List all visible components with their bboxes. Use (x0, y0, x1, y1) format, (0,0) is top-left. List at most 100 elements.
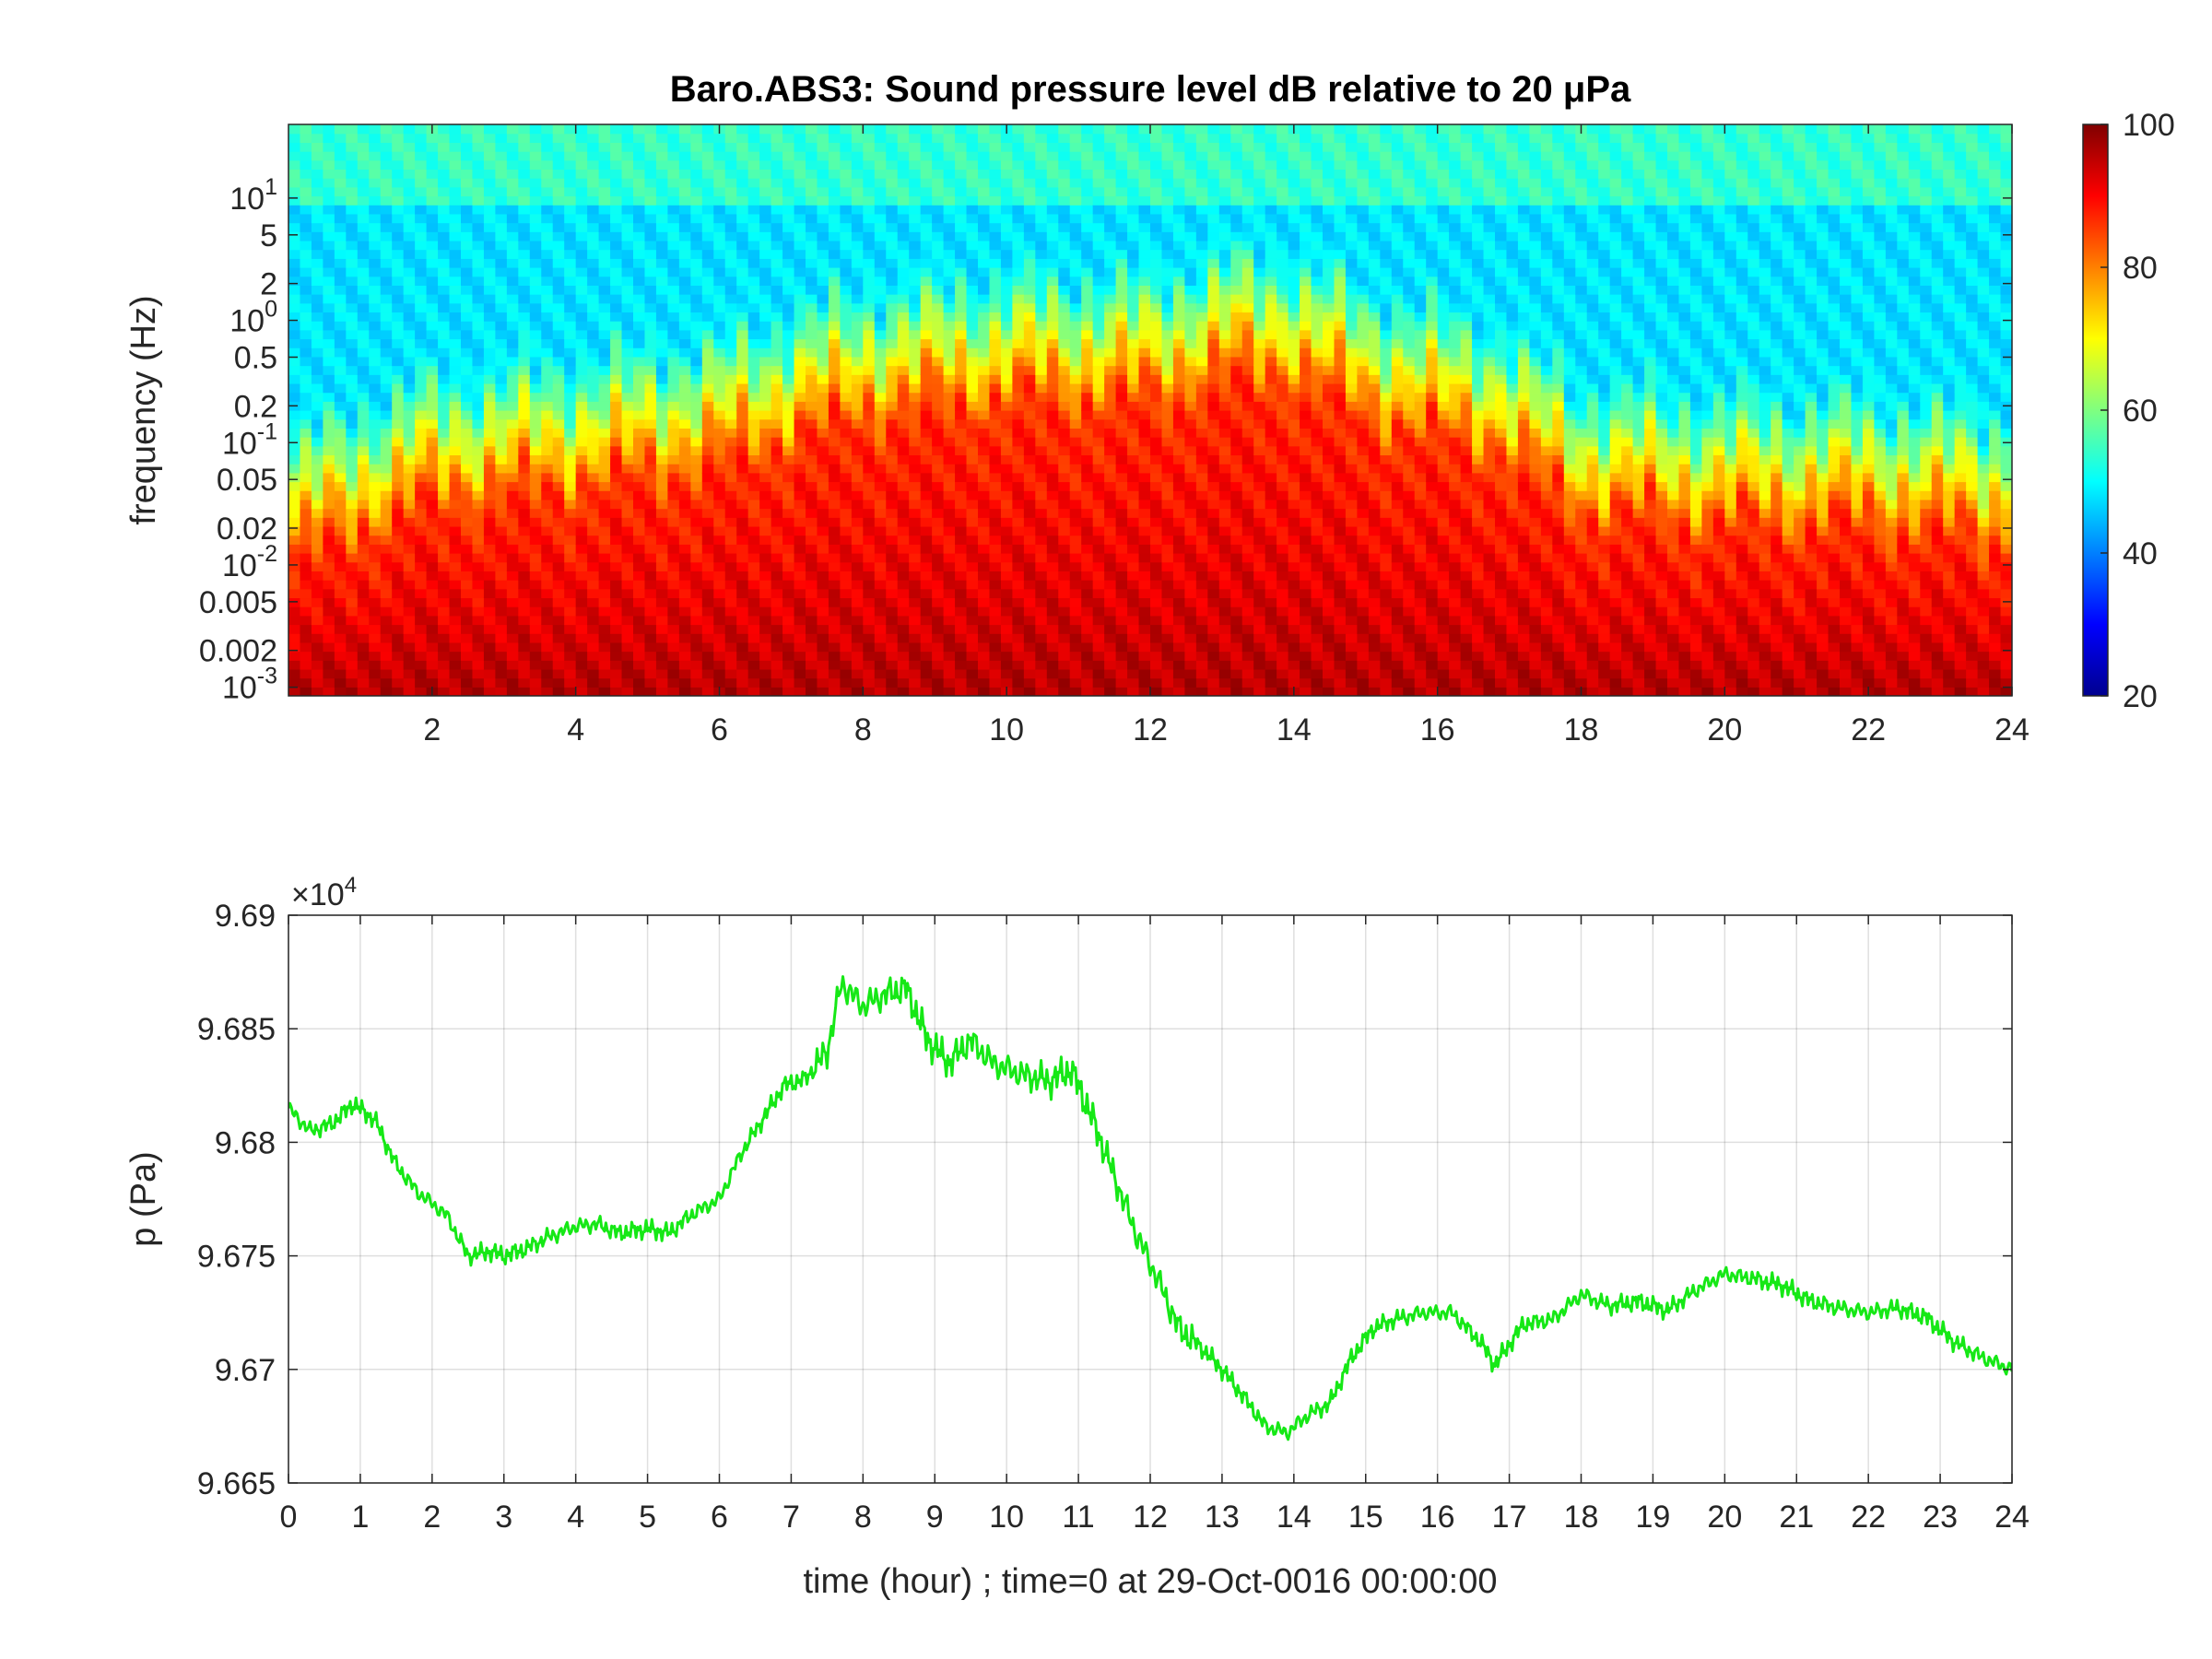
spectrogram-cell (1092, 285, 1105, 295)
spectrogram-cell (989, 231, 1002, 241)
spectrogram-cell (598, 660, 611, 670)
spectrogram-cell (438, 276, 451, 286)
spectrogram-cell (610, 561, 623, 571)
spectrogram-cell (724, 525, 737, 536)
spectrogram-cell (1127, 222, 1140, 232)
spectrogram-cell (817, 525, 830, 536)
spectrogram-image (288, 124, 2012, 696)
spectrogram-cell (426, 258, 439, 268)
spectrogram-cell (655, 240, 668, 251)
spectrogram-cell (966, 641, 979, 653)
spectrogram-cell (1161, 382, 1174, 394)
spectrogram-cell (978, 169, 991, 179)
spectrogram-cell (1104, 571, 1117, 581)
spectrogram-cell (518, 124, 531, 135)
spectrogram-cell (357, 597, 370, 607)
spectrogram-cell (288, 169, 301, 179)
spectrogram-cell (874, 517, 887, 527)
spectrogram-cell (311, 561, 324, 571)
spectrogram-cell (690, 606, 703, 617)
spectrogram-cell (771, 428, 783, 438)
spectrogram-cell (529, 382, 542, 394)
spectrogram-cell (449, 178, 462, 188)
spectrogram-cell (587, 159, 600, 171)
spectrogram-cell (403, 329, 416, 340)
spectrogram-cell (506, 571, 519, 581)
spectrogram-cell (300, 382, 312, 394)
spectrogram-cell (828, 195, 841, 206)
spectrogram-cell (380, 544, 393, 554)
spectrogram-cell (874, 606, 887, 617)
spectrogram-cell (794, 258, 806, 268)
spectrogram-cell (920, 169, 933, 179)
spectrogram-cell (678, 535, 691, 545)
spectrogram-cell (1081, 641, 1094, 653)
spectrogram-cell (909, 347, 922, 358)
spectrogram-cell (920, 205, 933, 215)
spectrogram-cell (782, 186, 795, 197)
spectrogram-cell (1069, 535, 1082, 545)
spectrogram-cell (392, 159, 405, 171)
spectrogram-cell (541, 668, 554, 679)
spectrogram-cell (311, 499, 324, 510)
spectrogram-cell (1023, 677, 1036, 688)
spectrogram-cell (403, 633, 416, 643)
spectrogram-cell (621, 276, 634, 286)
spectrogram-cell (1081, 615, 1094, 626)
spectrogram-cell (955, 651, 968, 661)
spectrogram-cell (598, 588, 611, 599)
spectrogram-cell (747, 231, 760, 241)
spectrogram-cell (529, 392, 542, 402)
spectrogram-cell (932, 347, 945, 358)
spectrogram-cell (1069, 401, 1082, 411)
spectrogram-cell (564, 312, 577, 322)
spectrogram-cell (610, 490, 623, 500)
spectrogram-cell (288, 374, 301, 384)
spectrogram-cell (392, 142, 405, 152)
spectrogram-cell (415, 374, 428, 384)
spectrogram-cell (1115, 240, 1128, 251)
spectrogram-cell (369, 499, 382, 510)
spectrogram-cell (724, 615, 737, 626)
spectrogram-cell (610, 401, 623, 411)
spectrogram-cell (989, 276, 1002, 286)
spectrogram-cell (575, 624, 588, 634)
spectrogram-cell (415, 392, 428, 402)
spectrogram-cell (955, 499, 968, 510)
spectrogram-cell (1069, 472, 1082, 483)
spectrogram-cell (794, 401, 806, 411)
spectrogram-cell (1161, 267, 1174, 277)
spectrogram-cell (438, 329, 451, 340)
spectrogram-cell (966, 356, 979, 367)
spectrogram-cell (920, 641, 933, 653)
spectrogram-cell (955, 338, 968, 348)
spectrogram-cell (736, 651, 749, 661)
spectrogram-cell (724, 508, 737, 518)
spectrogram-cell (1138, 517, 1151, 527)
spectrogram-cell (323, 285, 335, 295)
spectrogram-cell (736, 624, 749, 634)
spectrogram-cell (403, 302, 416, 313)
spectrogram-cell (1035, 490, 1048, 500)
spectrogram-cell (978, 445, 991, 456)
spectrogram-cell (357, 464, 370, 474)
spectrogram-cell (655, 329, 668, 340)
spectrogram-cell (415, 517, 428, 527)
spectrogram-cell (1092, 445, 1105, 456)
spectrogram-cell (438, 651, 451, 661)
spectrogram-cell (311, 258, 324, 268)
spectrogram-cell (806, 356, 818, 367)
spectrogram-cell (978, 660, 991, 670)
spectrogram-cell (449, 597, 462, 607)
spectrogram-cell (346, 285, 359, 295)
spectrogram-cell (1081, 142, 1094, 152)
spectrogram-cell (472, 597, 485, 607)
spectrogram-cell (690, 464, 703, 474)
spectrogram-cell (1035, 347, 1048, 358)
spectrogram-cell (564, 418, 577, 429)
spectrogram-cell (529, 624, 542, 634)
spectrogram-cell (334, 205, 347, 215)
spectrogram-cell (1104, 302, 1117, 313)
spectrogram-cell (701, 401, 714, 411)
spectrogram-cell (415, 580, 428, 590)
